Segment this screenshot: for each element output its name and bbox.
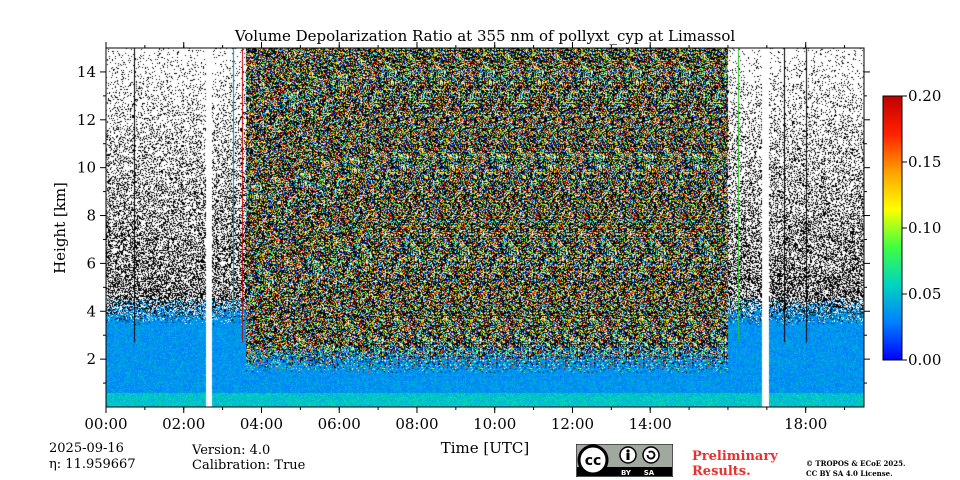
x-axis-label: Time [UTC] [441, 439, 530, 457]
cc-by-sa-badge: cc BY SA [576, 444, 673, 477]
copyright-notice: © TROPOS & ECoE 2025. CC BY SA 4.0 Licen… [806, 459, 905, 479]
preliminary-line1: Preliminary [692, 449, 778, 464]
date-label: 2025-09-16 [49, 441, 124, 456]
cc-icon [577, 444, 609, 476]
x-tick-label: 10:00 [473, 415, 516, 433]
chart-title: Volume Depolarization Ratio at 355 nm of… [234, 27, 736, 45]
colorbar-tick-label: 0.10 [908, 219, 941, 237]
copyright-line1: © TROPOS & ECoE 2025. [806, 459, 906, 468]
colorbar-tick-label: 0.20 [908, 87, 941, 105]
version-label: Version: 4.0 [192, 443, 271, 458]
preliminary-notice: Preliminary Results. [692, 449, 778, 479]
y-tick-label: 2 [86, 350, 96, 368]
x-axis-ticks: 00:00 02:00 04:00 06:00 08:00 10:00 12:00 14:00… [84, 42, 846, 433]
sa-text: SA [644, 469, 655, 477]
y-tick-label: 8 [86, 207, 96, 225]
y-tick-label: 6 [86, 254, 96, 272]
colorbar-tick-label: 0.05 [908, 285, 941, 303]
y-tick-label: 4 [86, 302, 96, 320]
y-tick-label: 12 [77, 111, 96, 129]
x-tick-label: 00:00 [84, 415, 127, 433]
colorbar-tick-label: 0.00 [908, 351, 941, 369]
colorbar [882, 95, 903, 361]
by-text: BY [621, 469, 632, 477]
x-tick-label: 04:00 [240, 415, 283, 433]
cc-icon-text: cc [585, 453, 602, 469]
sa-share-icon [642, 446, 660, 464]
y-axis-label: Height [km] [51, 182, 69, 274]
colorbar-ticks: 0.00 0.05 0.10 0.15 0.20 [902, 87, 941, 369]
preliminary-line2: Results. [692, 464, 751, 479]
copyright-line2: CC BY SA 4.0 License. [806, 469, 893, 478]
x-tick-label: 18:00 [784, 415, 827, 433]
x-tick-label: 06:00 [318, 415, 361, 433]
x-tick-label: 14:00 [629, 415, 672, 433]
x-tick-label: 08:00 [395, 415, 438, 433]
sa-share-arrow [646, 450, 656, 460]
plot-frame [105, 47, 865, 408]
by-person-head [626, 449, 630, 453]
depolarization-heatmap [106, 48, 864, 407]
colorbar-tick-label: 0.15 [908, 153, 941, 171]
eta-label: η: 11.959667 [49, 457, 136, 472]
x-tick-label: 12:00 [551, 415, 594, 433]
y-tick-label: 10 [77, 159, 96, 177]
y-axis-ticks: 2 4 6 8 10 12 14 [77, 63, 870, 384]
badge-bottom-strip [577, 467, 672, 476]
calibration-label: Calibration: True [192, 458, 306, 473]
by-person-body [626, 453, 630, 460]
x-tick-label: 02:00 [162, 415, 205, 433]
y-tick-label: 14 [77, 63, 96, 81]
